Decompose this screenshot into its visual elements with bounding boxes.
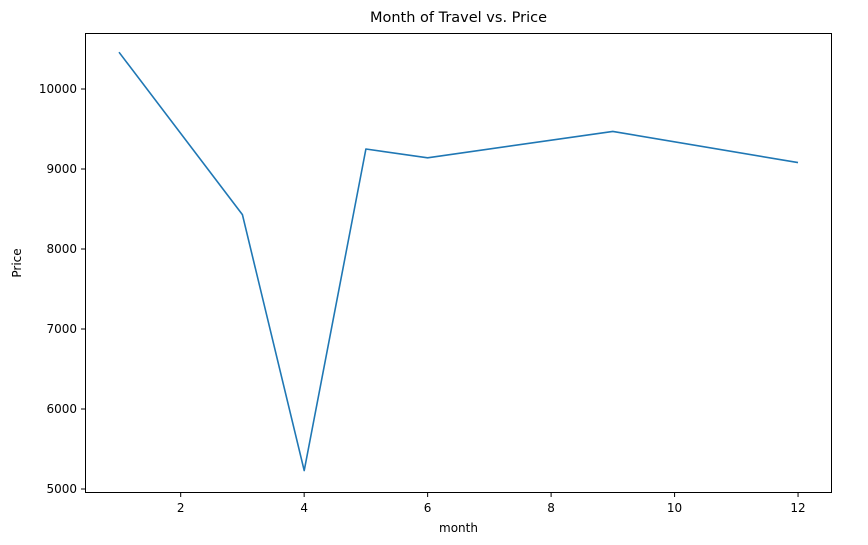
y-tick-label: 7000 — [46, 322, 77, 336]
y-axis-label: Price — [10, 248, 24, 277]
x-tick-label: 4 — [300, 501, 308, 515]
y-axis: 5000 6000 7000 8000 9000 10000 — [39, 82, 85, 496]
series-layer — [118, 51, 799, 472]
chart-title: Month of Travel vs. Price — [370, 10, 547, 26]
y-tick-label: 9000 — [46, 162, 77, 176]
plot-frame — [85, 33, 832, 493]
y-tick-label: 8000 — [46, 242, 77, 256]
x-tick-label: 10 — [667, 501, 682, 515]
x-tick-label: 12 — [790, 501, 805, 515]
x-axis-label: month — [439, 521, 478, 535]
x-tick-label: 8 — [547, 501, 555, 515]
y-tick-label: 10000 — [39, 82, 77, 96]
y-tick-label: 5000 — [46, 482, 77, 496]
x-tick-label: 2 — [177, 501, 185, 515]
y-tick-label: 6000 — [46, 402, 77, 416]
plot-area — [85, 33, 832, 493]
series-line — [118, 51, 799, 472]
x-tick-label: 6 — [424, 501, 432, 515]
x-axis: 2 4 6 8 10 12 — [177, 493, 806, 515]
